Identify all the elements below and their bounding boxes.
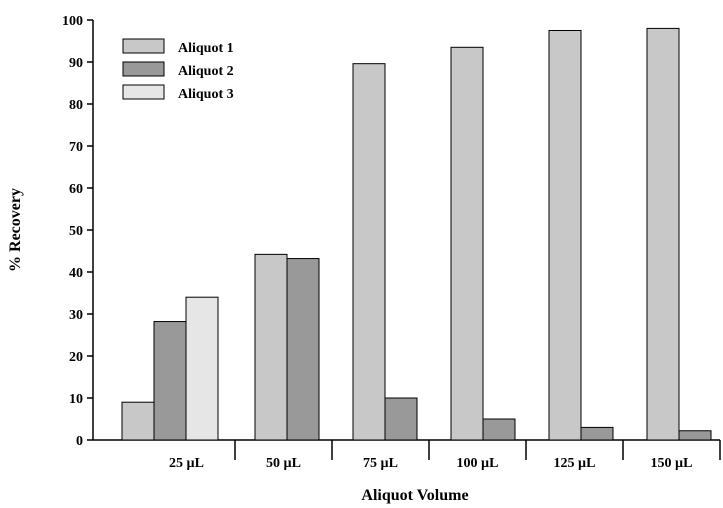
bar xyxy=(185,296,219,441)
y-tick-label: 20 xyxy=(69,350,83,365)
y-tick-label: 80 xyxy=(69,98,83,113)
bar xyxy=(384,397,418,441)
bars xyxy=(121,27,712,441)
bar xyxy=(153,321,187,441)
legend-swatch xyxy=(122,84,165,100)
x-axis-title: Aliquot Volume xyxy=(361,487,468,504)
x-tick-label: 25 µL xyxy=(169,456,204,471)
bar xyxy=(548,30,582,441)
legend-label: Aliquot 3 xyxy=(178,87,234,102)
y-tick-label: 90 xyxy=(69,56,83,71)
y-tick-label: 40 xyxy=(69,266,83,281)
x-ticks: 25 µL 50 µL 75 µL 100 µL 125 µL 150 µL xyxy=(169,440,721,471)
legend-label: Aliquot 1 xyxy=(178,41,234,56)
y-ticks: 0 10 20 30 40 50 60 70 80 90 100 xyxy=(62,14,93,449)
legend-label: Aliquot 2 xyxy=(178,64,234,79)
x-tick-label: 125 µL xyxy=(554,456,596,471)
bar xyxy=(352,63,386,441)
x-tick-label: 100 µL xyxy=(457,456,499,471)
bar xyxy=(482,418,516,441)
legend-swatch xyxy=(122,38,165,54)
y-tick-label: 100 xyxy=(62,14,83,29)
legend-swatch xyxy=(122,61,165,77)
y-tick-label: 50 xyxy=(69,224,83,239)
bar xyxy=(646,27,680,441)
bar xyxy=(254,253,288,441)
legend: Aliquot 1 Aliquot 2 Aliquot 3 xyxy=(122,38,234,102)
y-tick-label: 0 xyxy=(76,434,83,449)
bar xyxy=(678,430,712,441)
y-tick-label: 70 xyxy=(69,140,83,155)
bar xyxy=(450,46,484,441)
x-tick-label: 150 µL xyxy=(651,456,693,471)
y-tick-label: 30 xyxy=(69,308,83,323)
y-tick-label: 60 xyxy=(69,182,83,197)
x-tick-label: 75 µL xyxy=(363,456,398,471)
x-tick-label: 50 µL xyxy=(266,456,301,471)
y-tick-label: 10 xyxy=(69,392,83,407)
bar xyxy=(580,426,614,441)
bar xyxy=(286,258,320,441)
y-axis-title: % Recovery xyxy=(7,188,24,272)
bar xyxy=(121,401,155,441)
